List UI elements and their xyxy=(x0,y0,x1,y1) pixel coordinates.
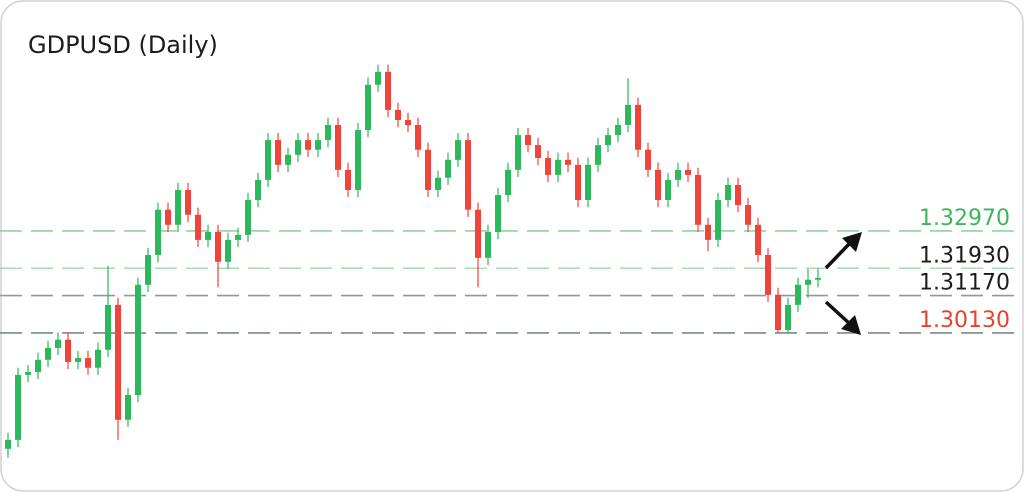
level-label: 1.32970 xyxy=(919,206,1010,231)
candle-body xyxy=(55,339,61,348)
candle-body xyxy=(215,231,221,262)
candle-body xyxy=(75,358,81,362)
candle-body xyxy=(195,214,201,240)
arrows xyxy=(824,232,862,335)
arrow-up-head xyxy=(842,232,862,252)
candle-body xyxy=(705,224,711,240)
candle-body xyxy=(105,304,111,350)
candle-body xyxy=(205,231,211,240)
candle-body xyxy=(595,145,601,165)
candle-body xyxy=(155,209,161,255)
candle-body xyxy=(385,71,391,110)
candle-body xyxy=(635,104,641,150)
candle-body xyxy=(345,169,351,190)
candle-body xyxy=(365,84,371,131)
candle-body xyxy=(455,140,461,160)
candle-body xyxy=(655,169,661,201)
candle-body xyxy=(565,159,571,165)
candle-body xyxy=(435,177,441,190)
candle-body xyxy=(495,195,501,232)
candle-body xyxy=(325,124,331,141)
level-label: 1.30130 xyxy=(919,308,1010,333)
candle-body xyxy=(745,205,751,225)
candle-body xyxy=(695,174,701,225)
candle-body xyxy=(775,294,781,331)
candle-body xyxy=(295,140,301,155)
candle-body xyxy=(185,189,191,215)
candle-body xyxy=(85,358,91,368)
candle-body xyxy=(725,184,731,201)
candle-body xyxy=(735,184,741,206)
candle-body xyxy=(465,140,471,210)
candle-body xyxy=(525,135,531,146)
candle-body xyxy=(815,277,821,280)
candle-body xyxy=(795,284,801,305)
arrow-down xyxy=(824,300,852,326)
candle-body xyxy=(275,140,281,165)
candle-body xyxy=(125,395,131,420)
candle-body xyxy=(305,140,311,150)
candle-body xyxy=(615,124,621,136)
candle-body xyxy=(225,239,231,262)
candle-body xyxy=(645,149,651,170)
candle-body xyxy=(625,104,631,125)
candle-body xyxy=(445,159,451,178)
candle-body xyxy=(255,179,261,201)
levels: 1.32970 1.31930 1.31170 1.30130 xyxy=(0,206,1022,334)
candle-body xyxy=(285,154,291,165)
candle-body xyxy=(515,135,521,170)
candle-body xyxy=(35,359,41,373)
candle-body xyxy=(25,372,31,375)
candle-body xyxy=(235,234,241,240)
candle-body xyxy=(5,439,11,449)
candle-body xyxy=(315,140,321,150)
candle-body xyxy=(135,284,141,396)
candle-body xyxy=(575,164,581,201)
candle-body xyxy=(605,135,611,146)
candle-body xyxy=(585,164,591,201)
candle-body xyxy=(485,231,491,258)
candle-body xyxy=(415,124,421,150)
arrow-up xyxy=(824,241,852,270)
candle-body xyxy=(355,130,361,190)
candle-body xyxy=(265,140,271,180)
candle-body xyxy=(375,71,381,85)
candle-body xyxy=(505,169,511,196)
candle-body xyxy=(665,179,671,201)
candle-body xyxy=(45,347,51,360)
candle-body xyxy=(715,200,721,240)
candle-body xyxy=(675,169,681,180)
candle-body xyxy=(765,254,771,295)
candle-body xyxy=(785,304,791,331)
candle-body xyxy=(475,209,481,258)
chart-title: GDPUSD (Daily) xyxy=(28,31,218,59)
candle-body xyxy=(535,145,541,159)
candle-body xyxy=(405,119,411,125)
level-label: 1.31930 xyxy=(919,243,1010,268)
candle-body xyxy=(245,200,251,235)
candle-body xyxy=(15,374,21,440)
candle-body xyxy=(335,124,341,170)
level-label: 1.31170 xyxy=(919,271,1010,296)
candle-body xyxy=(115,304,121,420)
candle-body xyxy=(95,349,101,368)
candle-body xyxy=(805,279,811,285)
candle-body xyxy=(555,159,561,175)
arrow-down-head xyxy=(841,315,861,335)
candle-body xyxy=(545,158,551,175)
candles xyxy=(5,64,821,458)
candle-body xyxy=(395,109,401,120)
candle-body xyxy=(165,209,171,225)
candle-body xyxy=(145,254,151,285)
candle-body xyxy=(175,189,181,225)
candle-body xyxy=(755,224,761,255)
candle-body xyxy=(425,149,431,190)
candle-body xyxy=(685,169,691,175)
candle-body xyxy=(65,339,71,362)
